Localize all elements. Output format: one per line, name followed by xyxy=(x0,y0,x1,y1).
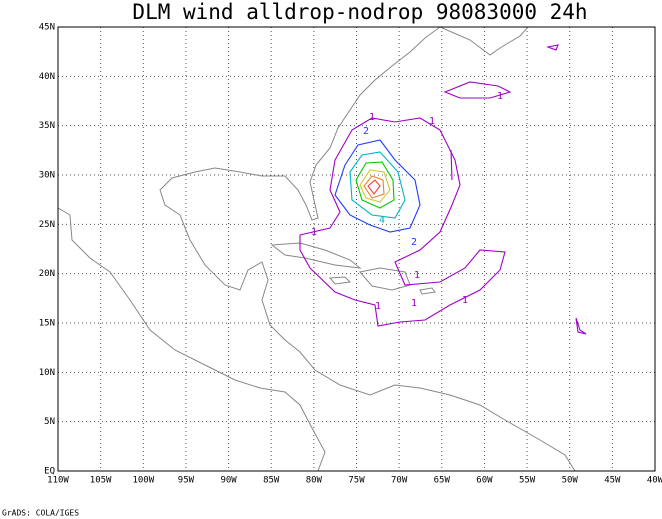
x-tick-label: 100W xyxy=(132,476,154,486)
coastline xyxy=(57,207,326,472)
contour-label: 1 xyxy=(375,301,381,312)
coastline xyxy=(159,26,441,221)
contour-label: 4 xyxy=(379,215,385,226)
x-tick-label: 70W xyxy=(391,476,408,486)
y-tick-label: 35N xyxy=(39,121,55,131)
y-tick-label: 30N xyxy=(39,171,55,181)
x-tick-label: 95W xyxy=(178,476,195,486)
x-tick-label: 80W xyxy=(306,476,323,486)
map-frame xyxy=(57,26,656,472)
contour-label: 1 xyxy=(311,227,317,238)
coastline xyxy=(328,276,352,285)
x-tick-label: 50W xyxy=(562,476,579,486)
y-tick-label: 15N xyxy=(39,319,55,329)
contour xyxy=(299,117,506,327)
contour xyxy=(349,151,406,219)
contour-label: 1 xyxy=(414,270,420,281)
contour xyxy=(334,139,421,233)
x-tick-label: 85W xyxy=(263,476,280,486)
contour-label: 2 xyxy=(363,126,369,137)
y-tick-label: 40N xyxy=(39,72,55,82)
contour xyxy=(575,317,587,335)
x-tick-label: 90W xyxy=(220,476,237,486)
coastline xyxy=(439,26,529,56)
contour-label: 1 xyxy=(411,298,417,309)
contour xyxy=(450,149,453,181)
y-tick-label: 20N xyxy=(39,269,55,279)
contour xyxy=(546,44,559,51)
contour xyxy=(355,161,395,209)
contour-label: 1 xyxy=(369,112,375,123)
map-title: DLM wind alldrop-nodrop 98083000 24h xyxy=(132,0,587,24)
contour xyxy=(367,179,381,195)
x-tick-label: 110W xyxy=(47,476,69,486)
x-tick-label: 105W xyxy=(90,476,112,486)
coastline xyxy=(179,214,576,472)
coastline xyxy=(270,242,362,269)
y-tick-label: 45N xyxy=(39,23,55,33)
y-tick-label: 5N xyxy=(44,417,55,427)
x-tick-label: 75W xyxy=(348,476,365,486)
y-tick-label: 25N xyxy=(39,220,55,230)
grid xyxy=(57,26,656,472)
contour-label: 2 xyxy=(411,237,417,248)
contour-label: 1 xyxy=(429,116,435,127)
y-tick-label: EQ xyxy=(44,467,55,477)
x-tick-label: 55W xyxy=(519,476,536,486)
footer: GrADS: COLA/IGES xyxy=(2,509,79,518)
x-tick-label: 65W xyxy=(434,476,451,486)
contour xyxy=(443,81,512,99)
x-tick-label: 40W xyxy=(647,476,662,486)
coastline xyxy=(419,287,436,295)
x-tick-label: 45W xyxy=(604,476,621,486)
contours xyxy=(299,44,587,335)
contour xyxy=(359,169,391,203)
contour-label: 1 xyxy=(497,91,503,102)
contour-label: 1 xyxy=(462,295,468,306)
y-tick-label: 10N xyxy=(39,368,55,378)
x-tick-label: 60W xyxy=(476,476,493,486)
contour xyxy=(363,175,385,199)
